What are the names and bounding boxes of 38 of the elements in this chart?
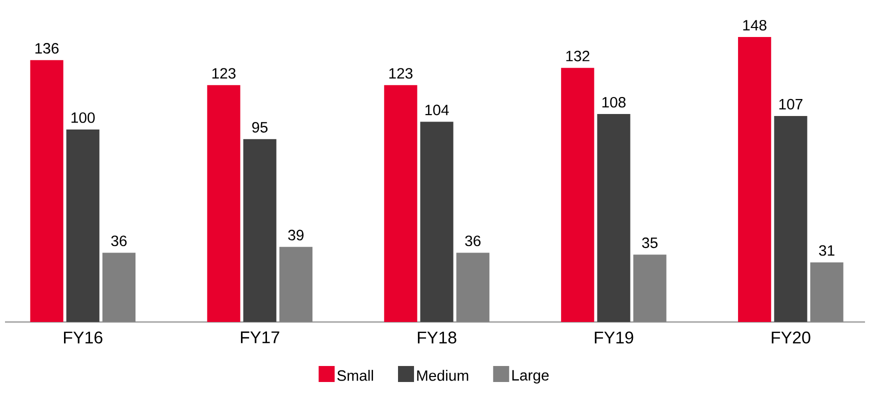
x-tick-label: FY19 <box>594 332 634 344</box>
x-tick-label: FY18 <box>418 332 456 344</box>
data-label: 35 <box>642 238 658 248</box>
bar <box>66 129 100 322</box>
x-tick-label: FY17 <box>240 332 280 344</box>
x-tick-label: FY20 <box>772 332 810 344</box>
data-label: 123 <box>389 68 412 79</box>
bar <box>102 252 136 322</box>
data-label: 132 <box>566 50 590 62</box>
legend-label: Small <box>337 370 374 381</box>
data-label: 108 <box>602 96 626 108</box>
bar <box>774 116 808 322</box>
bar <box>243 139 276 322</box>
bar <box>597 114 630 322</box>
data-label: 36 <box>111 236 127 246</box>
bar <box>738 37 772 322</box>
data-label: 123 <box>212 68 236 79</box>
data-label: 95 <box>252 122 268 133</box>
data-label: 148 <box>743 20 766 31</box>
legend-label: Medium <box>417 370 468 381</box>
data-label: 104 <box>425 104 449 116</box>
bar <box>633 254 666 322</box>
data-label: 39 <box>288 230 304 240</box>
data-label: 100 <box>72 112 95 123</box>
data-label: 136 <box>35 43 59 54</box>
x-tick-label: FY16 <box>64 332 102 344</box>
data-label: 31 <box>819 245 834 256</box>
bar <box>420 122 454 322</box>
legend-label: Large <box>512 370 549 384</box>
bar <box>561 68 594 322</box>
bar <box>207 85 240 322</box>
bar <box>384 85 418 322</box>
bar <box>279 246 312 322</box>
bar <box>810 262 844 322</box>
data-label: 36 <box>465 236 481 246</box>
data-label: 107 <box>779 98 802 110</box>
bar <box>30 60 64 322</box>
bar <box>456 252 490 322</box>
